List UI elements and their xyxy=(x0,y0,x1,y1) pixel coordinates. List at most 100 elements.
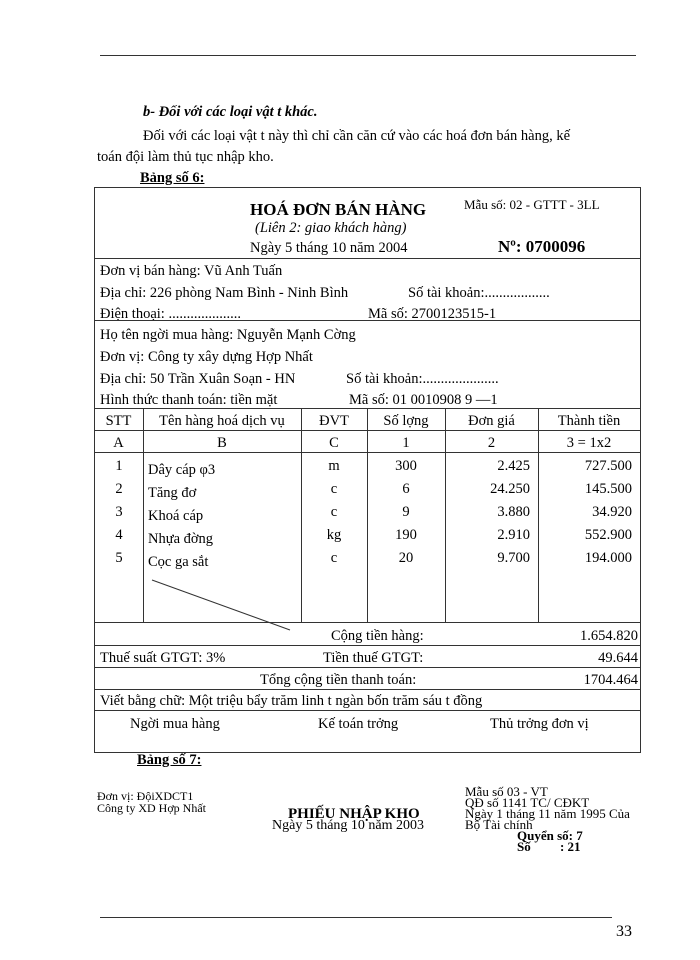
receipt-number: Số : 21 xyxy=(517,839,581,854)
row-amount: 194.000 xyxy=(584,550,632,566)
row-stt: 3 xyxy=(115,504,123,520)
row-amount: 145.500 xyxy=(584,481,632,497)
row-item-name: Nhựa đờng xyxy=(148,531,214,547)
column-header: STT xyxy=(105,413,132,429)
divider xyxy=(94,667,640,668)
row-amount: 727.500 xyxy=(584,458,632,474)
seller-tax-code: Mã số: 2700123515-1 xyxy=(368,306,497,322)
row-unit-price: 2.910 xyxy=(497,527,530,543)
column-header: Số lợng xyxy=(383,413,429,429)
column-code: C xyxy=(329,435,339,451)
buyer-tax-code: Mã số: 01 0010908 9 —1 xyxy=(349,392,498,408)
divider xyxy=(94,452,640,453)
book-number: Quyển số: 7 xyxy=(517,828,583,843)
total-label: Tổng cộng tiền thanh toán: xyxy=(260,672,417,688)
receipt-form-info: Mẫu số 03 - VT QĐ số 1141 TC/ CĐKT Ngày … xyxy=(465,785,630,854)
column-code: B xyxy=(217,435,227,451)
column-line xyxy=(367,408,368,622)
row-amount: 34.920 xyxy=(592,504,632,520)
divider xyxy=(94,258,640,259)
vat-value: 49.644 xyxy=(598,650,638,666)
divider xyxy=(94,645,640,646)
divider xyxy=(94,430,640,431)
seller-unit: Đơn vị bán hàng: Vũ Anh Tuấn xyxy=(100,263,283,279)
form-line: Bộ Tài chính xyxy=(465,817,533,832)
vat-rate: Thuế suất GTGT: 3% xyxy=(100,650,226,666)
payment-method: Hình thức thanh toán: tiền mặt xyxy=(100,392,278,408)
row-unit-price: 9.700 xyxy=(497,550,530,566)
row-unit-price: 2.425 xyxy=(497,458,530,474)
row-unit: c xyxy=(330,481,338,497)
total-value: 1704.464 xyxy=(583,672,638,688)
form-number: Mẫu số: 02 - GTTT - 3LL xyxy=(464,197,600,212)
divider xyxy=(94,320,640,321)
row-unit: kg xyxy=(326,527,342,543)
row-quantity: 190 xyxy=(395,527,417,543)
signature-chief-accountant: Kế toán trởng xyxy=(318,716,399,732)
seller-account: Số tài khoản:.................. xyxy=(408,285,550,301)
seller-address: Địa chỉ: 226 phòng Nam Bình - Ninh Bình xyxy=(100,285,349,301)
column-code: A xyxy=(113,435,124,451)
row-amount: 552.900 xyxy=(584,527,632,543)
column-line xyxy=(538,408,539,622)
column-header: ĐVT xyxy=(319,413,349,429)
column-header: Đơn giá xyxy=(468,413,515,429)
row-unit-price: 3.880 xyxy=(497,504,530,520)
column-header: Tên hàng hoá dịch vụ xyxy=(159,413,285,429)
row-stt: 5 xyxy=(115,550,123,566)
column-header: Thành tiền xyxy=(557,413,621,429)
buyer-account: Số tài khoản:..................... xyxy=(346,371,499,387)
seller-phone: Điện thoại: .................... xyxy=(100,306,241,322)
buyer-address: Địa chỉ: 50 Trần Xuân Soạn - HN xyxy=(100,371,296,387)
invoice-title: HOÁ ĐƠN BÁN HÀNG xyxy=(250,200,427,219)
row-unit-price: 24.250 xyxy=(490,481,530,497)
row-quantity: 6 xyxy=(402,481,410,497)
section-heading: b- Đối với các loại vật t khác. xyxy=(143,104,318,120)
signature-buyer: Ngời mua hàng xyxy=(130,716,220,732)
vat-label: Tiền thuế GTGT: xyxy=(323,650,424,666)
column-code: 2 xyxy=(487,435,496,451)
receipt-title: PHIẾU NHẬP KHO xyxy=(288,806,420,822)
divider xyxy=(94,710,640,711)
row-item-name: Khoá cáp xyxy=(148,508,204,524)
form-line: Ngày 1 tháng 11 năm 1995 Của xyxy=(465,806,630,821)
paragraph-line: Đối với các loại vật t này thì chỉ cần c… xyxy=(143,128,571,144)
subtotal-value: 1.654.820 xyxy=(580,628,638,644)
row-item-name: Dây cáp φ3 xyxy=(148,462,216,478)
row-stt: 1 xyxy=(115,458,123,474)
row-item-name: Cọc ga sắt xyxy=(148,554,209,570)
unit-line: Công ty XD Hợp Nhất xyxy=(97,801,207,815)
unit-line: Đơn vị: ĐộiXDCT1 xyxy=(97,789,194,803)
form-line: QĐ số 1141 TC/ CĐKT xyxy=(465,795,590,810)
buyer-name: Họ tên ngời mua hàng: Nguyễn Mạnh Cờng xyxy=(100,327,356,343)
receipt-date: Ngày 5 tháng 10 năm 2003 xyxy=(272,818,425,833)
row-quantity: 300 xyxy=(395,458,417,474)
subtotal-label: Cộng tiền hàng: xyxy=(331,628,424,644)
row-stt: 2 xyxy=(115,481,123,497)
row-unit: m xyxy=(328,458,340,474)
invoice-box xyxy=(94,187,641,753)
invoice-subtitle: (Liên 2: giao khách hàng) xyxy=(255,220,407,236)
invoice-number: Nº: 0700096 xyxy=(498,237,586,256)
buyer-unit: Đơn vị: Công ty xây dựng Hợp Nhất xyxy=(100,349,313,365)
row-unit: c xyxy=(330,504,338,520)
paragraph-line: toán đội làm thủ tục nhập kho. xyxy=(97,149,274,165)
amount-in-words: Viết bằng chữ: Một triệu bẩy trăm linh t… xyxy=(100,693,483,709)
header-rule xyxy=(100,55,636,56)
divider xyxy=(94,689,640,690)
row-item-name: Tăng đơ xyxy=(148,485,197,501)
row-quantity: 9 xyxy=(402,504,410,520)
row-unit: c xyxy=(330,550,338,566)
row-quantity: 20 xyxy=(398,550,414,566)
footer-rule xyxy=(100,917,612,918)
column-line xyxy=(143,408,144,622)
table-7-label: Bảng số 7: xyxy=(137,752,202,768)
column-code: 3 = 1x2 xyxy=(566,435,612,451)
row-stt: 4 xyxy=(115,527,123,543)
divider xyxy=(94,622,640,623)
receipt-unit: Đơn vị: ĐộiXDCT1 Công ty XD Hợp Nhất xyxy=(97,790,206,814)
table-6-label: Bảng số 6: xyxy=(140,170,205,186)
invoice-date: Ngày 5 tháng 10 năm 2004 xyxy=(250,240,408,256)
